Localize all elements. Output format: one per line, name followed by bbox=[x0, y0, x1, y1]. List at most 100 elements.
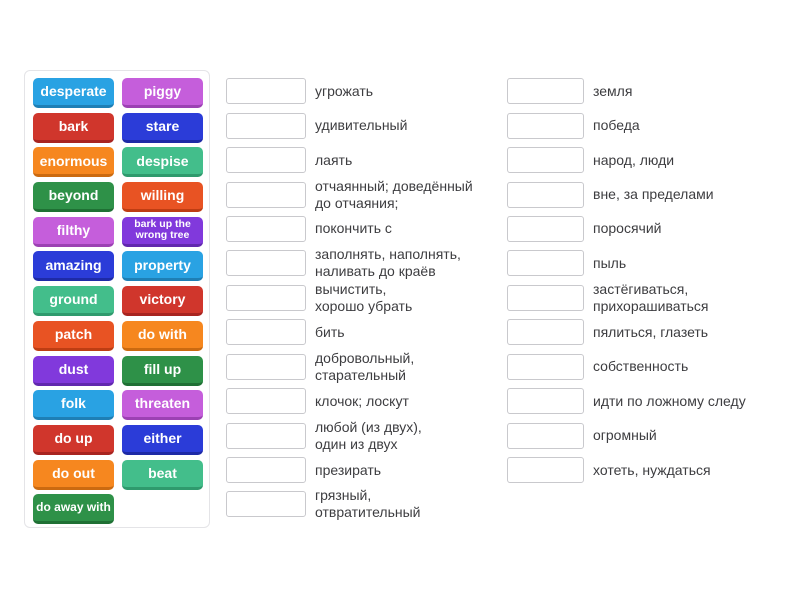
answer-slot[interactable] bbox=[226, 215, 306, 242]
match-row: огромный bbox=[507, 418, 746, 452]
match-row: вычистить, хорошо убрать bbox=[226, 281, 473, 315]
word-tile[interactable]: patch bbox=[33, 320, 114, 351]
word-tile[interactable]: willing bbox=[122, 182, 203, 213]
answer-slot[interactable] bbox=[507, 457, 584, 484]
word-tile[interactable]: desperate bbox=[33, 78, 114, 108]
match-row: удивительный bbox=[226, 108, 473, 142]
word-tile[interactable]: stare bbox=[122, 112, 203, 143]
clue-text: заполнять, наполнять, наливать до краёв bbox=[315, 246, 461, 280]
match-row: собственность bbox=[507, 350, 746, 384]
word-bank-panel: desperate piggy bark stare enormous despise be… bbox=[24, 70, 210, 528]
match-row: отчаянный; доведённый до отчаяния; bbox=[226, 177, 473, 211]
word-tile[interactable]: property bbox=[122, 251, 203, 282]
clue-text: пыль bbox=[593, 254, 627, 271]
clue-text: презирать bbox=[315, 461, 382, 478]
clue-text: идти по ложному следу bbox=[593, 392, 746, 409]
answer-slot[interactable] bbox=[226, 457, 306, 484]
clue-text: добровольный, старательный bbox=[315, 349, 415, 383]
match-row: бить bbox=[226, 315, 473, 349]
match-row: вне, за пределами bbox=[507, 177, 746, 211]
answer-slot[interactable] bbox=[226, 147, 306, 174]
word-tile[interactable]: do out bbox=[33, 459, 114, 490]
match-row: пыль bbox=[507, 246, 746, 280]
clue-text: хотеть, нуждаться bbox=[593, 461, 711, 478]
word-tile[interactable]: victory bbox=[122, 286, 203, 317]
match-row: народ, люди bbox=[507, 143, 746, 177]
clue-text: поросячий bbox=[593, 220, 662, 237]
clue-text: любой (из двух), один из двух bbox=[315, 418, 422, 452]
match-row: пялиться, глазеть bbox=[507, 315, 746, 349]
match-row: клочок; лоскут bbox=[226, 384, 473, 418]
clue-text: вне, за пределами bbox=[593, 186, 714, 203]
match-row: угрожать bbox=[226, 74, 473, 108]
match-row: лаять bbox=[226, 143, 473, 177]
answer-slot[interactable] bbox=[226, 78, 306, 105]
word-tile[interactable]: piggy bbox=[122, 78, 203, 108]
answer-slot[interactable] bbox=[507, 215, 584, 242]
answer-slot[interactable] bbox=[507, 422, 584, 449]
clue-text: пялиться, глазеть bbox=[593, 323, 709, 340]
clue-text: вычистить, хорошо убрать bbox=[315, 280, 413, 314]
match-row: застёгиваться, прихорашиваться bbox=[507, 281, 746, 315]
word-tile[interactable]: do away with bbox=[33, 494, 114, 525]
answer-slot[interactable] bbox=[226, 250, 306, 277]
answer-slot[interactable] bbox=[507, 250, 584, 277]
clue-text: застёгиваться, прихорашиваться bbox=[593, 280, 709, 314]
match-column-right: земля победа народ, люди вне, за пределами п… bbox=[507, 74, 746, 487]
answer-slot[interactable] bbox=[507, 284, 584, 311]
word-tile[interactable]: dust bbox=[33, 355, 114, 386]
match-row: хотеть, нуждаться bbox=[507, 453, 746, 487]
word-tile[interactable]: folk bbox=[33, 390, 114, 421]
word-tile[interactable]: ground bbox=[33, 286, 114, 317]
word-tile[interactable]: filthy bbox=[33, 216, 114, 247]
answer-slot[interactable] bbox=[226, 319, 306, 346]
word-tile[interactable]: beat bbox=[122, 459, 203, 490]
word-tile[interactable]: either bbox=[122, 424, 203, 455]
answer-slot[interactable] bbox=[226, 422, 306, 449]
clue-text: лаять bbox=[315, 151, 353, 168]
answer-slot[interactable] bbox=[226, 112, 306, 139]
word-tile[interactable]: bark up the wrong tree bbox=[122, 216, 203, 247]
word-tile[interactable]: fill up bbox=[122, 355, 203, 386]
answer-slot[interactable] bbox=[507, 181, 584, 208]
clue-text: огромный bbox=[593, 427, 657, 444]
clue-text: клочок; лоскут bbox=[315, 392, 409, 409]
match-row: грязный, отвратительный bbox=[226, 487, 473, 521]
clue-text: бить bbox=[315, 323, 345, 340]
match-row: заполнять, наполнять, наливать до краёв bbox=[226, 246, 473, 280]
answer-slot[interactable] bbox=[507, 353, 584, 380]
answer-slot[interactable] bbox=[507, 147, 584, 174]
answer-slot[interactable] bbox=[507, 319, 584, 346]
answer-slot[interactable] bbox=[226, 388, 306, 415]
word-tile[interactable]: amazing bbox=[33, 251, 114, 282]
match-row: добровольный, старательный bbox=[226, 350, 473, 384]
clue-text: собственность bbox=[593, 358, 689, 375]
word-tile[interactable]: despise bbox=[122, 147, 203, 178]
answer-slot[interactable] bbox=[226, 491, 306, 518]
answer-slot[interactable] bbox=[507, 112, 584, 139]
word-tile[interactable]: do with bbox=[122, 320, 203, 351]
match-row: презирать bbox=[226, 453, 473, 487]
answer-slot[interactable] bbox=[226, 181, 306, 208]
clue-text: народ, люди bbox=[593, 151, 675, 168]
word-tile[interactable]: threaten bbox=[122, 390, 203, 421]
word-tile[interactable]: do up bbox=[33, 424, 114, 455]
word-tile[interactable]: enormous bbox=[33, 147, 114, 178]
word-tile[interactable]: beyond bbox=[33, 182, 114, 213]
answer-slot[interactable] bbox=[507, 388, 584, 415]
answer-slot[interactable] bbox=[226, 284, 306, 311]
clue-text: победа bbox=[593, 117, 640, 134]
clue-text: земля bbox=[593, 82, 633, 99]
answer-slot[interactable] bbox=[507, 78, 584, 105]
clue-text: покончить с bbox=[315, 220, 392, 237]
clue-text: отчаянный; доведённый до отчаяния; bbox=[315, 177, 473, 211]
match-row: победа bbox=[507, 108, 746, 142]
answer-slot[interactable] bbox=[226, 353, 306, 380]
match-row: поросячий bbox=[507, 212, 746, 246]
match-row: земля bbox=[507, 74, 746, 108]
word-tile[interactable]: bark bbox=[33, 112, 114, 143]
match-column-left: угрожать удивительный лаять отчаянный; дове… bbox=[226, 74, 473, 522]
clue-text: грязный, отвратительный bbox=[315, 487, 421, 521]
match-row: любой (из двух), один из двух bbox=[226, 418, 473, 452]
